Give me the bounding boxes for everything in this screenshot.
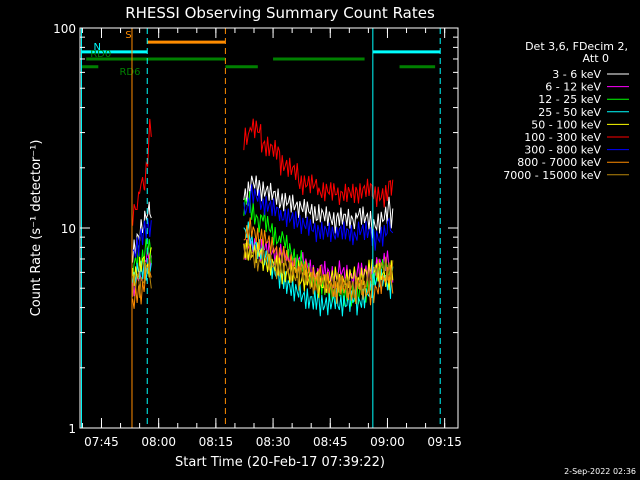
legend-entry-label: 100 - 300 keV [524,131,601,144]
legend-entry-label: 7000 - 15000 keV [503,169,601,182]
series-line-5-seg-0 [132,118,152,226]
series-line-8-seg-1 [243,241,394,299]
legend-entry-label: 800 - 7000 keV [517,156,601,169]
legend-entry-label: 12 - 25 keV [538,93,601,106]
x-tick-label: 09:15 [427,435,462,449]
series-line-6-seg-0 [132,218,152,258]
flag-label: RD0 [90,49,111,60]
x-tick-label: 08:45 [313,435,348,449]
legend-entry-label: 300 - 800 keV [524,144,601,157]
x-tick-label: 09:00 [370,435,405,449]
series-line-6-seg-1 [243,184,394,251]
legend-header-line-1: Det 3,6, FDecim 2, [525,40,628,53]
y-tick-label: 100 [53,22,76,36]
series-line-7-seg-1 [243,217,394,306]
legend-entry-label: 6 - 12 keV [545,81,601,94]
series-traces [132,118,394,317]
legend-entry-label: 3 - 6 keV [552,68,601,81]
chart-title: RHESSI Observing Summary Count Rates [125,4,435,22]
legend-header-line-2: Att 0 [583,52,609,65]
legend-entry-label: 25 - 50 keV [538,106,601,119]
y-axis-label: Count Rate (s⁻¹ detector⁻¹) [29,140,44,317]
flag-label: RD6 [119,67,140,78]
vertical-markers [80,28,441,428]
x-axis-label: Start Time (20-Feb-17 07:39:22) [175,455,385,470]
series-line-8-seg-0 [132,258,152,298]
y-tick-label: 10 [61,222,76,236]
x-tick-label: 07:45 [84,435,119,449]
series-line-0-seg-1 [243,175,394,239]
x-tick-label: 08:15 [199,435,234,449]
x-axis-ticks: 07:45 08:00 08:15 08:30 08:45 09:00 09:15 [81,28,462,449]
x-tick-label: 08:30 [256,435,291,449]
series-line-4-seg-0 [132,247,152,286]
footer-date: 2-Sep-2022 02:36 [564,467,636,476]
y-axis-ticks: 1 10 100 [53,22,458,436]
x-tick-label: 08:00 [141,435,176,449]
series-line-5-seg-1 [243,118,394,208]
flag-label: S [125,30,131,41]
flag-label: N [93,42,100,53]
legend-entry-label: 50 - 100 keV [531,118,601,131]
series-line-2-seg-0 [132,237,152,277]
y-tick-label: 1 [68,422,76,436]
